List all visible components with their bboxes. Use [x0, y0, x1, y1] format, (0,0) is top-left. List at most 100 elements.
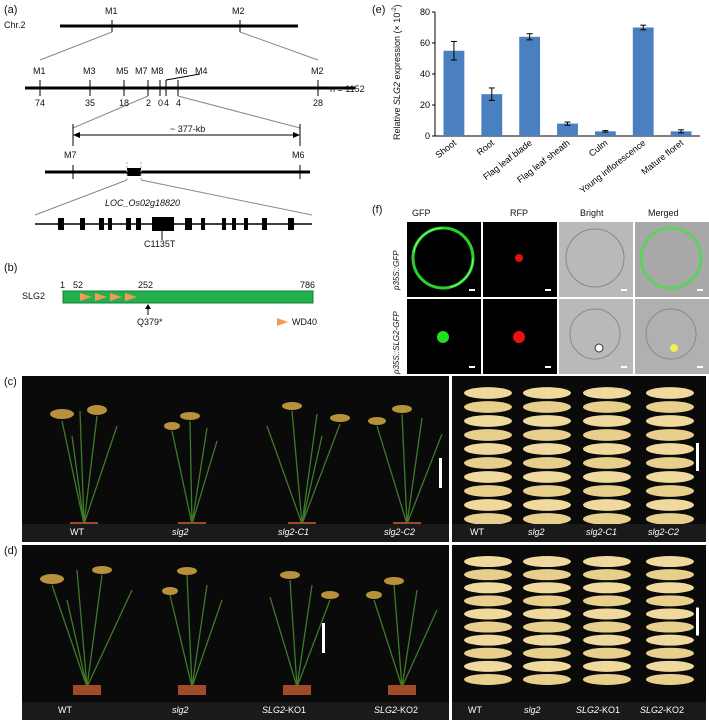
marker-m1-top: M1: [105, 6, 118, 16]
grain: [464, 595, 512, 607]
panel-label-f: (f): [372, 204, 383, 216]
grain-label-strip-c: WT slg2 slg2-C1 slg2-C2: [452, 524, 706, 542]
plant-label: WT: [58, 705, 72, 715]
wd40-legend: WD40: [292, 317, 318, 327]
row-label-slg2-gfp: p35S::SLG2-GFP: [392, 311, 401, 374]
grain-label: slg2: [524, 705, 541, 715]
plant-photo-c: [22, 376, 449, 542]
grain: [646, 499, 694, 511]
grain: [583, 471, 631, 483]
bar: [481, 94, 503, 136]
grain: [464, 673, 512, 685]
bar: [632, 27, 654, 136]
grain: [523, 569, 571, 581]
grain: [646, 569, 694, 581]
grain: [646, 457, 694, 469]
grain: [464, 621, 512, 633]
interval-left-marker: M7: [64, 150, 77, 160]
grain: [464, 608, 512, 620]
y-tick-label: 0: [425, 131, 430, 141]
grain: [464, 582, 512, 594]
x-tick-label: Young inflorescence: [578, 138, 648, 196]
grain: [583, 415, 631, 427]
marker-label: M6: [175, 66, 188, 76]
recombinant-count: 4: [164, 98, 170, 108]
x-tick-label: Shoot: [433, 137, 458, 160]
grain: [523, 513, 571, 525]
grain: [523, 595, 571, 607]
grain: [523, 673, 571, 685]
x-tick-label: Culm: [587, 138, 610, 159]
grain: [583, 485, 631, 497]
grain: [523, 621, 571, 633]
grain: [646, 660, 694, 672]
grain: [583, 595, 631, 607]
grain: [583, 499, 631, 511]
grain: [464, 415, 512, 427]
grain: [583, 401, 631, 413]
grain: [523, 415, 571, 427]
grain: [646, 429, 694, 441]
grain: [523, 556, 571, 568]
grain: [464, 634, 512, 646]
fluorescence-grid: [407, 222, 709, 374]
col-bright: Bright: [580, 208, 604, 218]
protein-name: SLG2: [22, 291, 46, 301]
chr-label: Chr.2: [4, 20, 26, 30]
mutation-site: C1135T: [144, 239, 176, 249]
grain: [583, 647, 631, 659]
grain: [583, 443, 631, 455]
grain-label: slg2-C2: [648, 527, 680, 537]
plant-photo-d: [22, 545, 449, 702]
grain: [464, 569, 512, 581]
recombinant-count: 4: [176, 98, 182, 108]
grain: [646, 556, 694, 568]
grain: [464, 443, 512, 455]
grain: [583, 429, 631, 441]
grain: [523, 401, 571, 413]
y-tick-label: 20: [420, 100, 430, 110]
grain-label: SLG2-KO2: [640, 705, 685, 715]
recombinant-count: 2: [146, 98, 152, 108]
grain: [583, 673, 631, 685]
grain: [464, 457, 512, 469]
gene-id: LOC_Os02g18820: [105, 198, 181, 208]
grain-label: slg2-C1: [586, 527, 618, 537]
grain: [583, 556, 631, 568]
grain: [646, 415, 694, 427]
x-tick-label: Root: [475, 137, 497, 157]
grain: [523, 582, 571, 594]
plant-label-strip-c: WT slg2 slg2-C1 slg2-C2: [22, 524, 449, 542]
marker-label: M8: [151, 66, 164, 76]
plant-label: SLG2-KO2: [374, 705, 419, 715]
grain: [464, 471, 512, 483]
bar: [670, 131, 692, 136]
panel-label-b: (b): [4, 262, 18, 274]
plant-label: SLG2-KO1: [262, 705, 307, 715]
col-merged: Merged: [648, 208, 679, 218]
grain: [646, 621, 694, 633]
grain: [464, 387, 512, 399]
protein-diagram: [62, 290, 314, 326]
grain: [464, 401, 512, 413]
grain: [464, 556, 512, 568]
marker-label: M2: [311, 66, 324, 76]
grain-label: slg2: [528, 527, 545, 537]
grain: [646, 401, 694, 413]
grain: [523, 647, 571, 659]
grain: [523, 485, 571, 497]
y-tick-label: 40: [420, 69, 430, 79]
grain: [646, 608, 694, 620]
grain: [523, 443, 571, 455]
grain: [523, 457, 571, 469]
grain: [583, 621, 631, 633]
grain: [583, 457, 631, 469]
grain: [523, 634, 571, 646]
interval-right-marker: M6: [292, 150, 305, 160]
plant-label: slg2: [172, 527, 189, 537]
recombinant-count: 0: [158, 98, 164, 108]
grain: [646, 634, 694, 646]
recombinant-count: 18: [119, 98, 130, 108]
marker-label: M5: [116, 66, 129, 76]
